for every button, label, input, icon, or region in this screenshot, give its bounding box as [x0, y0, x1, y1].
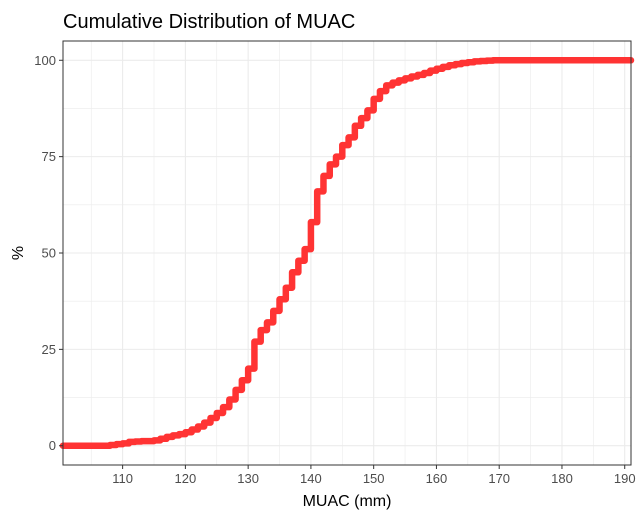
y-tick-label: 0	[49, 438, 56, 453]
series-line-0	[59, 57, 635, 449]
y-tick-label: 25	[42, 342, 56, 357]
x-tick-label: 130	[237, 471, 259, 486]
x-axis-title: MUAC (mm)	[303, 493, 392, 510]
x-tick-label: 150	[363, 471, 385, 486]
x-tick-label: 180	[551, 471, 573, 486]
x-axis-ticks: 110 120 130 140 150 160 170 180 190	[112, 465, 636, 486]
y-axis-ticks: 0 25 50 75 100	[34, 53, 63, 453]
x-tick-label: 190	[614, 471, 636, 486]
chart-title: Cumulative Distribution of MUAC	[63, 11, 355, 33]
series-group	[59, 57, 635, 449]
y-axis-title: %	[10, 246, 27, 260]
x-tick-label: 160	[426, 471, 448, 486]
y-tick-label: 100	[34, 53, 56, 68]
x-tick-label: 140	[300, 471, 322, 486]
y-tick-label: 50	[42, 246, 56, 261]
y-tick-label: 75	[42, 149, 56, 164]
x-tick-label: 120	[175, 471, 197, 486]
x-tick-label: 110	[112, 471, 133, 486]
gridlines	[63, 41, 631, 465]
x-tick-label: 170	[488, 471, 510, 486]
